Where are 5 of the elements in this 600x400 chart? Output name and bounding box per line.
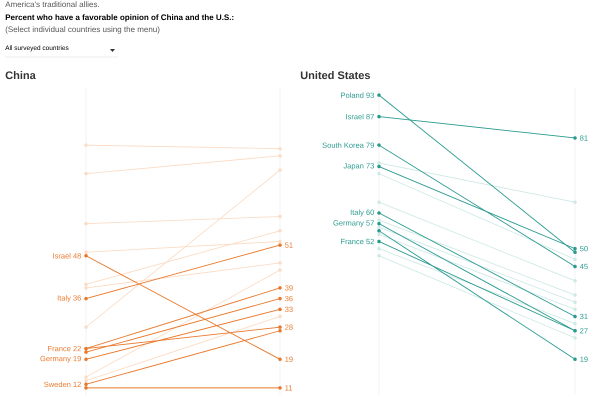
chart-title: United States [300, 71, 370, 80]
text: Percent who have a favorable opinion of China and the U.S.: [6, 14, 234, 22]
text: (Select individual countries using the menu) [6, 26, 160, 34]
text: America's traditional allies. [5, 1, 99, 8]
chart-title: China [6, 71, 36, 80]
